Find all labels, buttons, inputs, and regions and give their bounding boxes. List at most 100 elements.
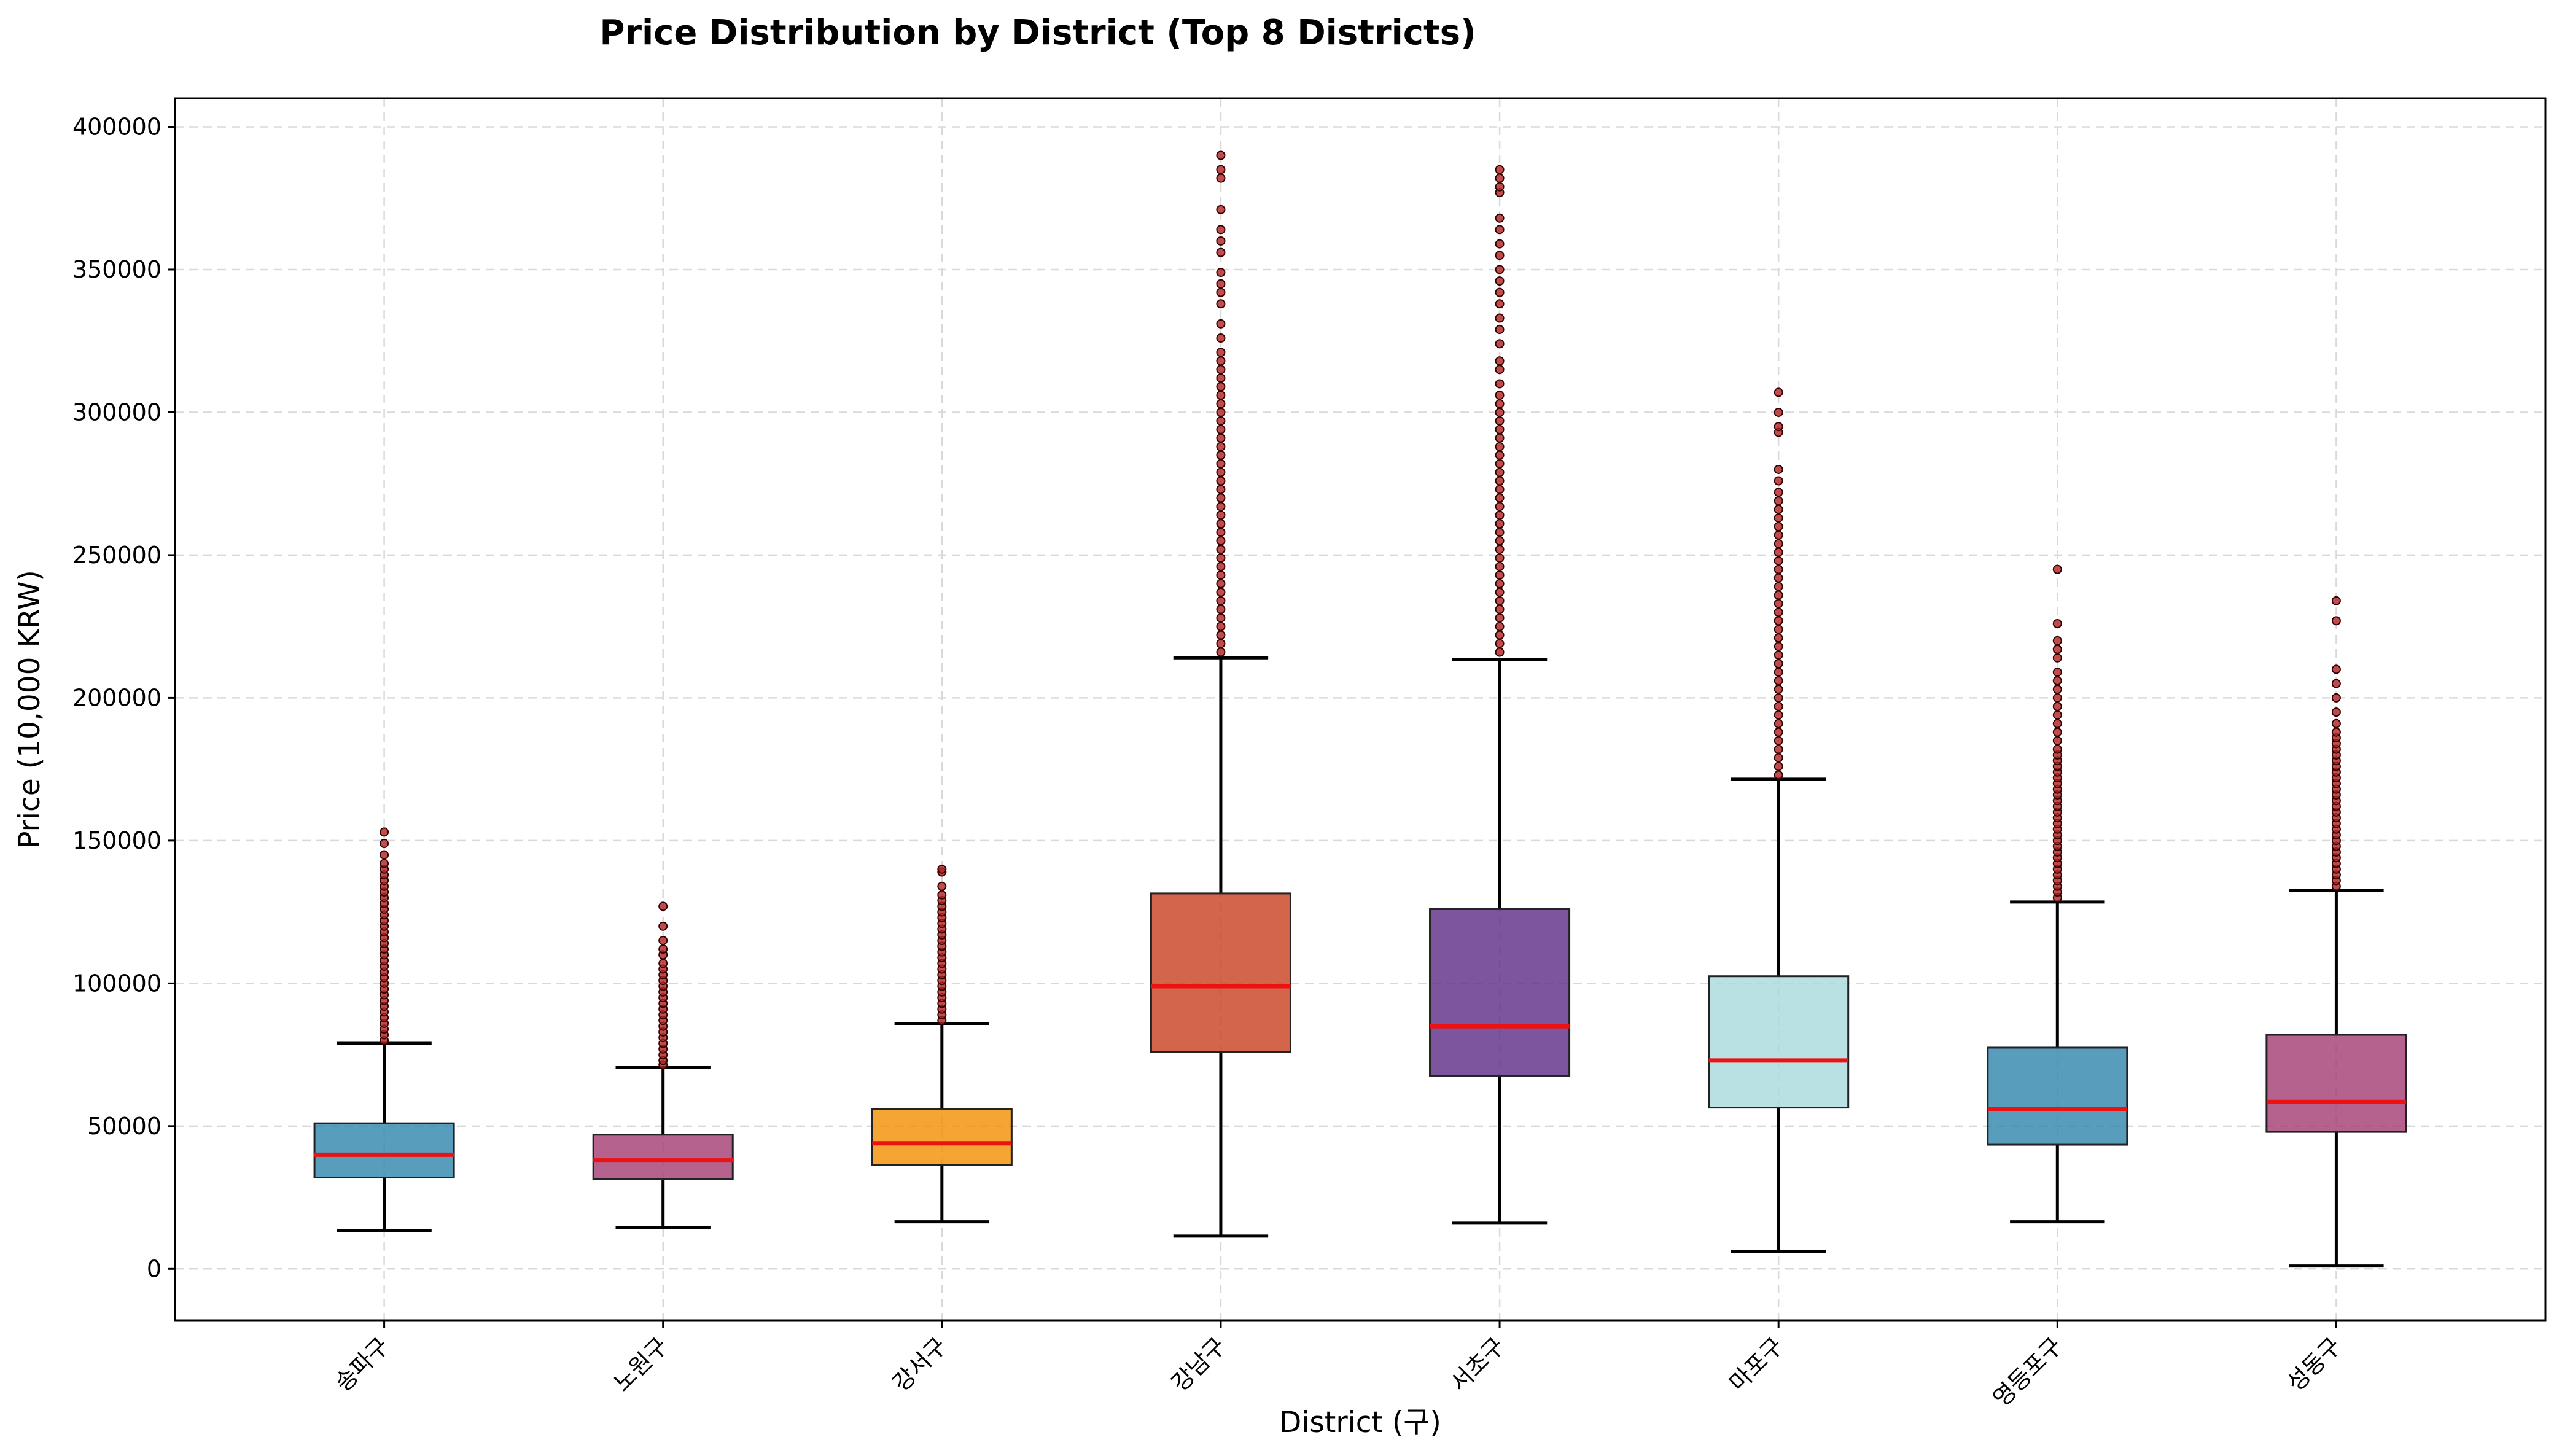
y-tick-label: 350000 bbox=[72, 256, 162, 283]
x-tick-label: 마포구 bbox=[1724, 1332, 1788, 1396]
outlier-point bbox=[1495, 433, 1505, 443]
box-7 bbox=[1987, 900, 2128, 1224]
outlier-point bbox=[658, 936, 668, 946]
outlier-point bbox=[1774, 513, 1783, 523]
outlier-point bbox=[2052, 636, 2062, 645]
outlier-point bbox=[1495, 287, 1505, 297]
outlier-point bbox=[1774, 753, 1783, 763]
box-5 bbox=[1429, 658, 1571, 1225]
box-iqr bbox=[1150, 892, 1291, 1053]
outlier-point bbox=[1216, 570, 1226, 580]
outlier-point bbox=[2331, 679, 2341, 688]
y-tick-label: 100000 bbox=[72, 970, 162, 997]
outlier-point bbox=[1216, 150, 1226, 160]
outlier-point bbox=[2331, 596, 2341, 605]
outlier-point bbox=[1216, 399, 1226, 408]
x-axis-label: District (구) bbox=[1279, 1406, 1441, 1439]
outlier-point bbox=[1216, 204, 1226, 214]
outlier-point bbox=[1495, 365, 1505, 375]
box-iqr bbox=[1708, 975, 1850, 1109]
outlier-point bbox=[1495, 485, 1505, 494]
outlier-point bbox=[1495, 536, 1505, 546]
outlier-point bbox=[1774, 642, 1783, 652]
outlier-point bbox=[658, 959, 668, 968]
outlier-point bbox=[1774, 684, 1783, 694]
outlier-point bbox=[1774, 539, 1783, 548]
outlier-point bbox=[1774, 582, 1783, 591]
outlier-point bbox=[1495, 399, 1505, 408]
outlier-point bbox=[1216, 391, 1226, 400]
outlier-point bbox=[1495, 276, 1505, 286]
box-6 bbox=[1708, 777, 1850, 1253]
outlier-point bbox=[1216, 502, 1226, 512]
y-tick-label: 250000 bbox=[72, 542, 162, 569]
outlier-point bbox=[937, 890, 947, 900]
x-tick-label: 강서구 bbox=[887, 1332, 952, 1396]
outlier-point bbox=[1216, 433, 1226, 443]
y-tick-label: 50000 bbox=[87, 1113, 162, 1140]
outlier-point bbox=[1495, 450, 1505, 460]
outlier-point bbox=[1774, 422, 1783, 432]
outlier-point bbox=[1774, 633, 1783, 643]
outlier-point bbox=[1774, 488, 1783, 497]
outlier-point bbox=[1774, 521, 1783, 531]
outlier-point bbox=[1216, 639, 1226, 648]
outlier-point bbox=[1774, 718, 1783, 728]
outlier-point bbox=[1216, 333, 1226, 343]
outlier-point bbox=[1495, 313, 1505, 323]
outlier-point bbox=[1216, 596, 1226, 605]
outlier-point bbox=[1774, 496, 1783, 506]
y-axis-label: Price (10,000 KRW) bbox=[13, 570, 47, 849]
outlier-point bbox=[1774, 616, 1783, 626]
outlier-point bbox=[2052, 668, 2062, 677]
outlier-point bbox=[1216, 225, 1226, 235]
outlier-point bbox=[1495, 325, 1505, 335]
x-tick-label: 송파구 bbox=[330, 1332, 394, 1396]
outlier-point bbox=[1774, 727, 1783, 737]
box-4 bbox=[1150, 656, 1291, 1238]
outlier-point bbox=[1216, 493, 1226, 503]
outlier-point bbox=[1495, 213, 1505, 223]
outlier-point bbox=[1774, 590, 1783, 600]
outlier-point bbox=[1495, 165, 1505, 174]
outlier-point bbox=[1216, 247, 1226, 257]
box-iqr bbox=[592, 1134, 734, 1180]
outlier-point bbox=[1495, 493, 1505, 503]
outlier-point bbox=[2052, 653, 2062, 663]
outlier-point bbox=[1495, 596, 1505, 605]
outlier-point bbox=[380, 839, 389, 849]
outlier-point bbox=[1495, 510, 1505, 520]
outlier-point bbox=[1774, 564, 1783, 574]
x-tick-label: 성동구 bbox=[2281, 1332, 2346, 1396]
outlier-point bbox=[1774, 650, 1783, 660]
outlier-point bbox=[1216, 621, 1226, 631]
outlier-point bbox=[1495, 265, 1505, 274]
outlier-point bbox=[1216, 236, 1226, 246]
outlier-point bbox=[2052, 693, 2062, 703]
outlier-point bbox=[1216, 647, 1226, 657]
x-axis: 송파구 노원구 강서구 강남구 서초구 마포구 영등포구 성동구 bbox=[330, 1320, 2346, 1412]
plot-frame bbox=[174, 97, 2547, 1322]
outlier-point bbox=[2052, 676, 2062, 686]
outlier-point bbox=[1774, 505, 1783, 515]
outlier-point bbox=[1774, 676, 1783, 686]
outlier-point bbox=[1216, 553, 1226, 563]
outlier-point bbox=[1216, 173, 1226, 183]
outlier-point bbox=[1774, 701, 1783, 711]
outlier-point bbox=[1495, 239, 1505, 249]
outlier-point bbox=[1774, 530, 1783, 540]
y-tick-label: 300000 bbox=[72, 399, 162, 426]
outlier-point bbox=[2331, 727, 2341, 737]
outlier-point bbox=[2052, 701, 2062, 711]
box-iqr bbox=[1429, 908, 1571, 1077]
outlier-point bbox=[1495, 459, 1505, 469]
outlier-point bbox=[1495, 251, 1505, 260]
outlier-point bbox=[1495, 647, 1505, 657]
outlier-point bbox=[1495, 639, 1505, 648]
y-tick-label: 0 bbox=[147, 1255, 162, 1282]
outlier-point bbox=[1774, 761, 1783, 771]
outlier-point bbox=[1774, 387, 1783, 397]
outlier-point bbox=[1495, 570, 1505, 580]
outlier-point bbox=[1216, 442, 1226, 451]
box-iqr bbox=[871, 1108, 1013, 1166]
